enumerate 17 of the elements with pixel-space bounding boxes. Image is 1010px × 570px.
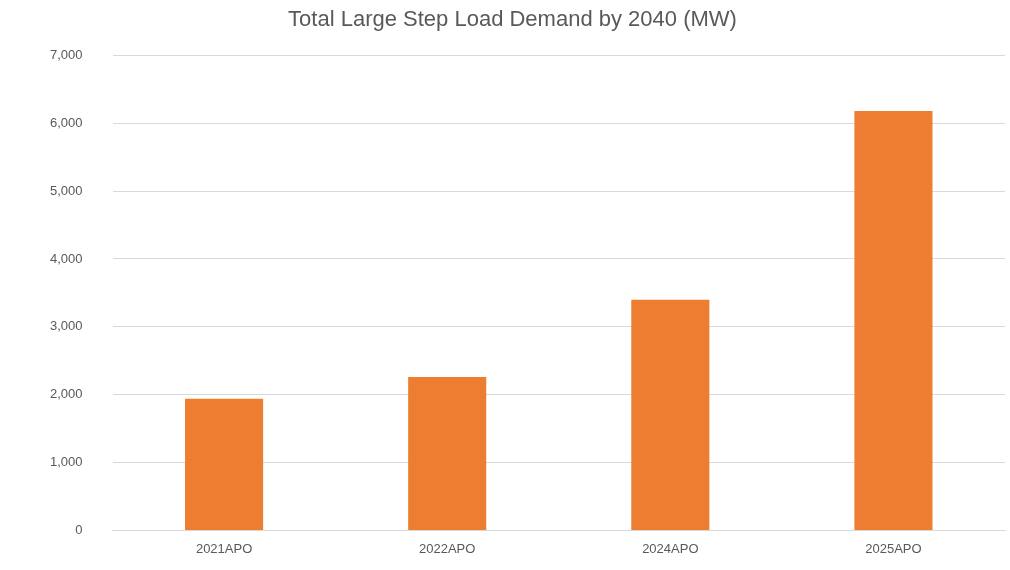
- y-tick-label: 0: [75, 521, 83, 537]
- y-tick-label: 6,000: [49, 114, 83, 130]
- y-tick-label: 2,000: [49, 386, 83, 402]
- y-tick-label: 3,000: [49, 318, 83, 334]
- x-tick-label: 2024APO: [642, 540, 699, 556]
- y-tick-label: 4,000: [49, 250, 83, 266]
- y-tick-label: 1,000: [49, 454, 83, 470]
- y-tick-label: 5,000: [49, 182, 83, 198]
- chart-title: Total Large Step Load Demand by 2040 (MW): [288, 6, 737, 32]
- bar: [854, 111, 933, 530]
- x-tick-label: 2025APO: [865, 540, 922, 556]
- x-tick-label: 2021APO: [195, 540, 253, 556]
- bar: [631, 299, 710, 530]
- y-tick-label: 7,000: [49, 46, 83, 62]
- bar: [185, 398, 264, 530]
- x-tick-label: 2022APO: [419, 540, 476, 556]
- bar: [408, 377, 487, 530]
